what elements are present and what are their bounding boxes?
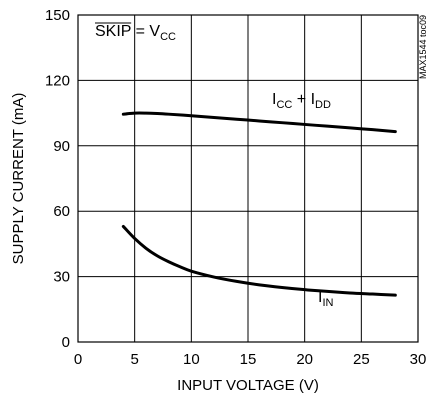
condition-subscript: CC (160, 31, 176, 43)
x-tick-label: 25 (353, 351, 370, 368)
series-label-iin: IIN (318, 289, 334, 309)
series-line-iin (121, 224, 397, 297)
condition-annotation: SKIP = VCC (95, 22, 176, 43)
x-tick-label: 10 (183, 351, 200, 368)
x-tick-label: 0 (74, 351, 82, 368)
grid-layer (78, 15, 418, 342)
x-tick-label: 15 (240, 351, 257, 368)
y-tick-label: 150 (45, 7, 70, 24)
series-label-icc-idd: ICC + IDD (272, 91, 331, 111)
series-layer (121, 111, 397, 297)
svg-text:SKIP = VCC: SKIP = VCC (95, 23, 176, 43)
figure-code-label: MAX1544 toc09 (418, 15, 428, 79)
condition-skip-text: SKIP (95, 23, 131, 40)
x-tick-label: 20 (296, 351, 313, 368)
y-tick-label: 90 (53, 138, 70, 155)
x-tick-label: 30 (410, 351, 427, 368)
x-tick-label: 5 (130, 351, 138, 368)
tick-labels: 0 5 10 15 20 25 30 0 30 60 90 120 150 (45, 7, 426, 368)
plot-frame (77, 14, 419, 343)
series-line-icc-idd (121, 111, 397, 134)
y-tick-label: 0 (62, 334, 70, 351)
y-tick-label: 60 (53, 203, 70, 220)
condition-eq-text: = V (131, 23, 160, 40)
y-tick-label: 30 (53, 269, 70, 286)
y-axis-title: SUPPLY CURRENT (mA) (10, 93, 27, 265)
x-axis-title: INPUT VOLTAGE (V) (177, 377, 319, 394)
y-tick-label: 120 (45, 72, 70, 89)
